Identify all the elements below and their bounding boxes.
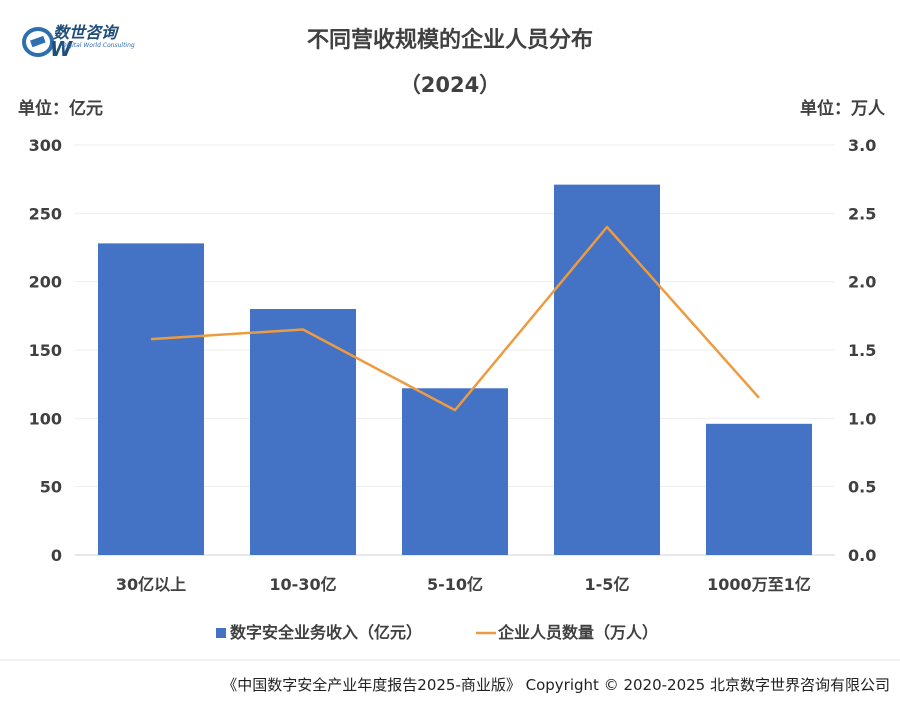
left-tick-label: 150	[29, 341, 62, 360]
legend: 数字安全业务收入（亿元） 企业人员数量（万人）	[216, 623, 658, 642]
legend-bar-label: 数字安全业务收入（亿元）	[230, 623, 422, 642]
logo-brand-en: Digital World Consulting	[62, 42, 135, 49]
chart-subtitle: （2024）	[400, 73, 500, 97]
left-tick-label: 50	[40, 478, 62, 497]
logo-badge-icon	[30, 35, 46, 48]
right-tick-label: 1.5	[848, 341, 876, 360]
left-tick-label: 250	[29, 204, 62, 223]
legend-bar-swatch	[216, 628, 226, 638]
left-axis-unit: 单位：亿元	[18, 98, 103, 119]
right-axis-ticks: 0.0 0.5 1.0 1.5 2.0 2.5 3.0	[848, 136, 876, 565]
right-tick-label: 0.5	[848, 478, 876, 497]
left-tick-label: 100	[29, 409, 62, 428]
logo-mark-letter: W	[50, 37, 73, 61]
legend-line-label: 企业人员数量（万人）	[497, 623, 658, 642]
bar	[250, 309, 356, 555]
company-logo: W 数世咨询 Digital World Consulting	[22, 23, 135, 61]
category-labels: 30亿以上 10-30亿 5-10亿 1-5亿 1000万至1亿	[116, 575, 811, 594]
right-tick-label: 2.5	[848, 204, 876, 223]
logo-ring-icon	[22, 27, 54, 57]
bar	[98, 243, 204, 555]
category-label: 1-5亿	[585, 575, 630, 594]
series-line	[150, 225, 760, 412]
right-tick-label: 3.0	[848, 136, 876, 155]
category-label: 10-30亿	[269, 575, 336, 594]
right-tick-label: 2.0	[848, 273, 876, 292]
bar	[554, 184, 660, 555]
right-axis-unit: 单位：万人	[800, 98, 886, 119]
left-tick-label: 300	[29, 136, 62, 155]
chart-title: 不同营收规模的企业人员分布	[307, 27, 593, 53]
right-tick-label: 1.0	[848, 409, 876, 428]
category-label: 30亿以上	[116, 575, 186, 594]
bar	[402, 388, 508, 555]
bar	[706, 423, 812, 555]
line-series	[150, 225, 760, 412]
logo-brand-cn: 数世咨询	[53, 23, 120, 42]
category-label: 5-10亿	[427, 575, 483, 594]
right-tick-label: 0.0	[848, 546, 876, 565]
category-label: 1000万至1亿	[707, 575, 811, 594]
footer-copyright: 《中国数字安全产业年度报告2025-商业版》 Copyright © 2020-…	[222, 676, 890, 694]
left-tick-label: 200	[29, 273, 62, 292]
left-tick-label: 0	[51, 546, 62, 565]
bar-series	[98, 184, 812, 555]
left-axis-ticks: 0 50 100 150 200 250 300	[29, 136, 62, 565]
